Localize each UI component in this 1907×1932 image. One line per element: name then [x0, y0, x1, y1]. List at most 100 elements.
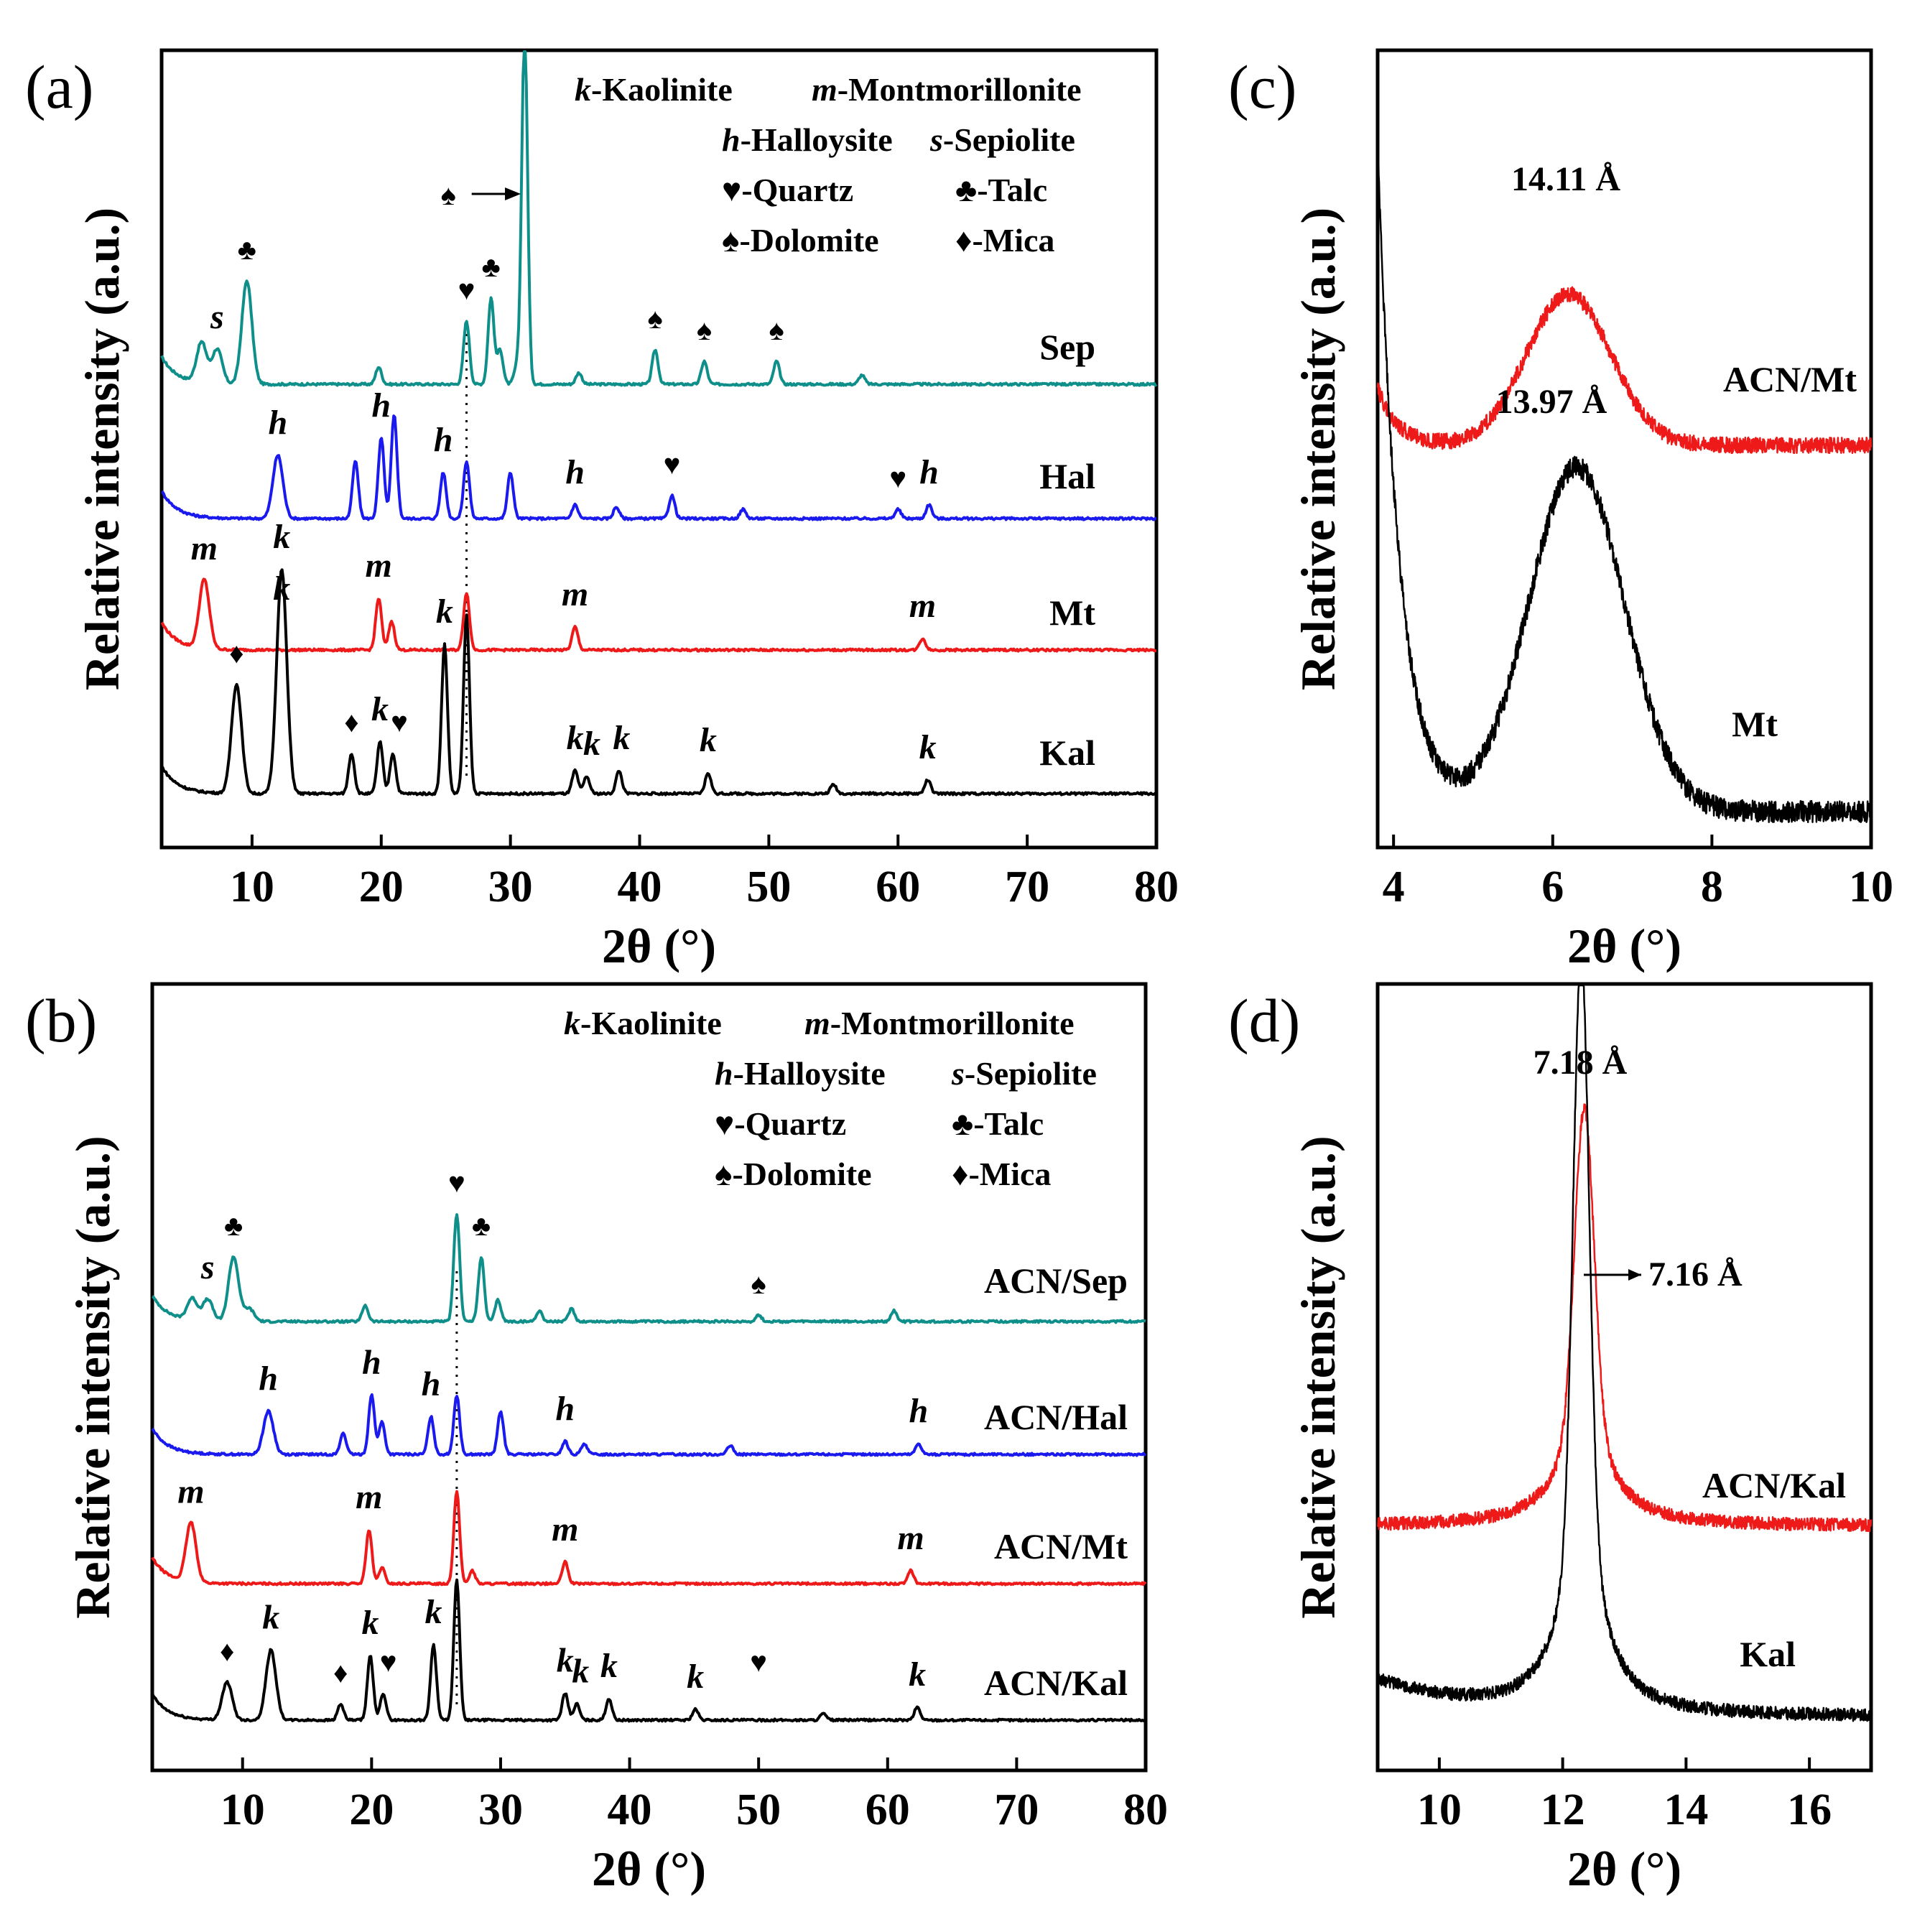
peak-letter: h	[434, 421, 453, 459]
x-tick-label: 6	[1541, 863, 1564, 911]
legend-entry: ♥-Quartz	[715, 1105, 846, 1142]
series-label: ACN/Hal	[984, 1397, 1128, 1437]
x-tick-label: 70	[994, 1785, 1039, 1834]
peak-letter: h	[422, 1365, 441, 1403]
peak-letter: h	[269, 404, 288, 442]
legend-text: -Quartz	[734, 1105, 846, 1142]
peak-letter: m	[191, 529, 218, 567]
legend-entry: h-Halloysite	[722, 121, 893, 158]
legend-letter: h	[722, 121, 741, 158]
legend-text: -Talc	[977, 172, 1047, 208]
peak-letter: m	[897, 1519, 924, 1557]
x-tick-label: 60	[866, 1785, 910, 1834]
peak-letter: k	[909, 1655, 926, 1694]
peak-letter: k	[687, 1658, 704, 1696]
series-label: ACN/Kal	[984, 1663, 1128, 1703]
legend-text: -Kaolinite	[580, 1005, 722, 1041]
peak-letter: k	[371, 690, 389, 728]
legend-entry: k-Kaolinite	[564, 1005, 722, 1041]
y-axis-label: Relative intensity (a.u.)	[75, 208, 129, 690]
legend-symbol: ♠	[722, 222, 739, 259]
series-line	[160, 568, 1157, 797]
legend-letter: m	[812, 71, 837, 108]
peak-letter: k	[583, 725, 600, 763]
peak-letter: k	[567, 719, 584, 757]
peak-symbol: ♠	[647, 302, 662, 335]
legend-text: -Mica	[968, 1156, 1051, 1192]
peak-symbol: ♦	[229, 637, 243, 669]
legend-symbol: ♦	[955, 222, 972, 259]
series-line	[151, 1393, 1147, 1457]
peak-symbol: ♥	[458, 274, 475, 306]
legend-text: -Dolomite	[739, 222, 878, 259]
series-label: Hal	[1039, 456, 1095, 496]
peak-letter: h	[565, 453, 585, 491]
x-tick-label: 16	[1787, 1785, 1832, 1834]
peak-letter: k	[436, 593, 453, 631]
d-spacing-annotation: 7.16 Å	[1648, 1255, 1743, 1294]
peak-symbol: ♥	[391, 706, 408, 738]
panel-c: (c) 4 6 8 10 2θ (°) Relative intensity (a.u.) A…	[1228, 48, 1893, 973]
series-line	[1376, 142, 1873, 824]
legend-letter: s	[951, 1055, 965, 1092]
legend-text: -Kaolinite	[591, 71, 733, 108]
legend-entry: ♣-Talc	[955, 172, 1047, 208]
x-axis-label: 2θ (°)	[1567, 1842, 1681, 1896]
legend-entry: s-Sepiolite	[929, 121, 1075, 158]
legend-entry: ♠-Dolomite	[722, 222, 879, 259]
legend-text: -Dolomite	[732, 1156, 871, 1192]
annotation-arrow-head	[1628, 1269, 1641, 1281]
panel-d: (d) 10 12 14 16 2θ (°) Relative intensity (a.u…	[1228, 982, 1873, 1896]
legend-letter: k	[575, 71, 591, 108]
legend-text: -Talc	[973, 1105, 1044, 1142]
series-line	[160, 577, 1157, 653]
peak-letter: m	[356, 1478, 382, 1516]
plot-frame	[159, 48, 1159, 850]
series-line	[1376, 984, 1873, 1722]
peak-letter: m	[909, 587, 936, 625]
series-line	[160, 50, 1158, 387]
legend-text: -Quartz	[741, 172, 853, 208]
legend-entry: ♣-Talc	[952, 1105, 1044, 1142]
peak-letter: k	[572, 1653, 589, 1691]
series-line	[151, 1490, 1147, 1587]
y-axis-label: Relative intensity (a.u.)	[1291, 1135, 1345, 1618]
legend-text: -Halloysite	[733, 1055, 886, 1092]
series-label: ACN/Mt	[1723, 359, 1857, 399]
x-tick-label: 8	[1701, 863, 1723, 911]
series-line	[1376, 1103, 1873, 1533]
series-line	[152, 1213, 1146, 1324]
peak-letter: k	[425, 1593, 442, 1631]
peak-symbol: ♥	[889, 462, 906, 494]
peak-letter: k	[613, 719, 630, 757]
legend-entry: m-Montmorillonite	[804, 1005, 1075, 1041]
d-spacing-annotation: 14.11 Å	[1511, 160, 1620, 198]
legend-entry: ♦-Mica	[955, 222, 1054, 259]
x-axis-label: 2θ (°)	[592, 1842, 706, 1896]
peak-symbol: ♥	[380, 1646, 397, 1678]
legend-symbol: ♣	[955, 172, 977, 208]
peak-letter: k	[919, 728, 937, 766]
peak-letter: m	[552, 1510, 578, 1548]
plot-frame	[1375, 982, 1873, 1773]
legend-symbol: ♥	[722, 172, 741, 208]
x-tick-label: 10	[1849, 863, 1893, 911]
plot-frame	[150, 982, 1148, 1773]
peak-letter: k	[557, 1642, 574, 1680]
legend-symbol: ♥	[715, 1105, 734, 1142]
peak-letter: h	[259, 1360, 278, 1398]
panel-label: (c)	[1228, 52, 1296, 121]
peak-symbol: ♥	[664, 448, 681, 480]
panel-b: (b) 10 20 30 40 50 60 70 80 2θ (°) Relative intens…	[25, 982, 1168, 1896]
peak-letter: m	[366, 547, 392, 585]
x-tick-label: 40	[618, 863, 662, 911]
legend-entry: ♠-Dolomite	[715, 1156, 872, 1192]
x-tick-label: 30	[478, 1785, 523, 1834]
peak-letter: s	[200, 1248, 215, 1286]
legend-entry: h-Halloysite	[715, 1055, 886, 1092]
series-label: Mt	[1049, 593, 1095, 633]
x-tick-label: 20	[359, 863, 404, 911]
x-tick-label: 10	[1417, 1785, 1462, 1834]
series-label: Kal	[1740, 1634, 1796, 1674]
peak-symbol: ♥	[448, 1166, 465, 1199]
